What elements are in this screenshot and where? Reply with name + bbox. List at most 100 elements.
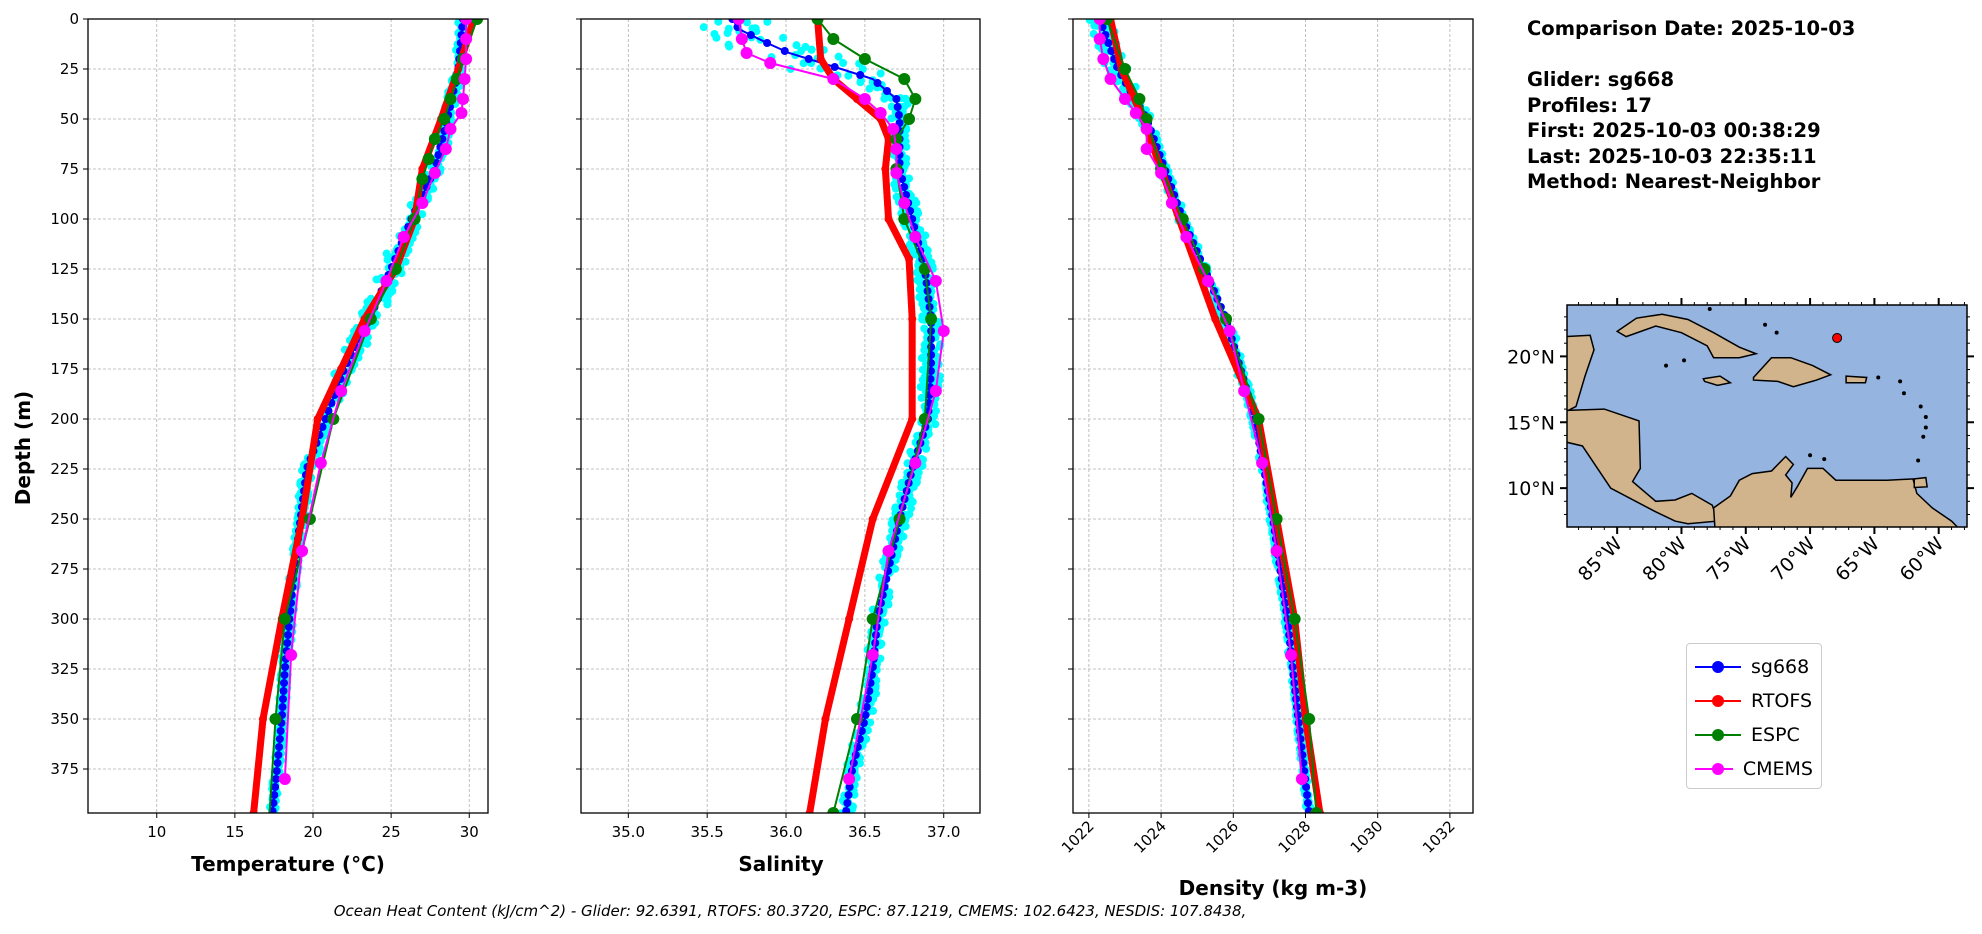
glider-profile-point: [839, 58, 848, 67]
legend-label: sg668: [1751, 656, 1810, 678]
cmems-point: [1118, 93, 1131, 105]
land-south-america: [1712, 455, 1959, 527]
sg668-point: [276, 727, 285, 735]
espc-point: [1252, 413, 1265, 425]
island: [1923, 414, 1928, 419]
sg668-point: [892, 95, 901, 103]
sg668-point: [862, 703, 871, 711]
cmems-line: [1098, 19, 1303, 780]
x-tick-label: 35.5: [690, 823, 723, 841]
sg668-point: [281, 663, 290, 671]
cmems-point: [278, 773, 291, 785]
cmems-point: [890, 167, 903, 179]
land-central-america: [1567, 408, 1719, 525]
y-tick-label: 150: [50, 310, 79, 328]
x-tick-label: 1030: [1347, 817, 1387, 857]
island: [1808, 453, 1813, 458]
cmems-point: [444, 123, 457, 135]
sg668-point: [324, 407, 333, 415]
legend-item-rtofs: RTOFS: [1695, 684, 1813, 718]
espc-point: [263, 813, 275, 825]
lon-tick-label: 75°W: [1703, 533, 1756, 586]
cmems-point: [1093, 33, 1106, 45]
lat-tick-label: 15°N: [1507, 412, 1555, 434]
cmems-point: [358, 325, 371, 337]
rtofs-point: [884, 215, 893, 223]
sg668-point: [861, 711, 870, 719]
glider-profile-point: [763, 19, 772, 26]
cmems-point: [1140, 123, 1153, 135]
glider-profile-point: [902, 159, 911, 168]
espc-point: [909, 93, 922, 105]
sg668-point: [893, 103, 902, 111]
sg668-point: [275, 735, 284, 743]
cmems-point: [335, 385, 348, 397]
sg668-point: [274, 751, 283, 759]
cmems-point: [1285, 649, 1298, 661]
rtofs-point: [1211, 315, 1220, 323]
land-yucatan: [1567, 334, 1595, 412]
land-hispaniola: [1752, 356, 1833, 388]
cmems-point: [827, 73, 840, 85]
glider-profile-point: [923, 246, 932, 255]
lon-tick-label: 60°W: [1896, 533, 1949, 586]
cmems-point: [874, 107, 887, 119]
x-tick-label: 1022: [1058, 817, 1098, 857]
first-time: First: 2025-10-03 00:38:29: [1527, 119, 1821, 142]
rtofs-point: [816, 55, 825, 63]
rtofs-point: [908, 315, 917, 323]
glider-profile-point: [906, 447, 915, 456]
espc-point: [1118, 63, 1131, 75]
glider-profile-point: [712, 33, 721, 42]
depth-axis-label: Depth (m): [11, 390, 35, 506]
espc-point: [866, 613, 879, 625]
cmems-point: [929, 385, 942, 397]
sg668-point: [271, 775, 280, 783]
y-tick-label: 125: [50, 260, 79, 278]
espc-point: [898, 213, 911, 225]
cmems-point: [732, 19, 745, 25]
sg668-point: [902, 191, 911, 199]
espc-point: [1288, 613, 1301, 625]
rtofs-point: [298, 515, 307, 523]
glider-profile-point: [797, 47, 806, 56]
cmems-point: [1140, 143, 1153, 155]
glider-profile-point: [865, 84, 874, 93]
glider-profile-point: [714, 19, 723, 26]
rtofs-point: [249, 809, 258, 813]
legend-swatch: [1695, 762, 1733, 776]
info-block: Comparison Date: 2025-10-03 Glider: sg66…: [1527, 16, 1855, 195]
legend-item-espc: ESPC: [1695, 718, 1813, 752]
rtofs-point: [259, 715, 267, 723]
espc-point: [827, 807, 840, 813]
y-tick-label: 100: [50, 210, 79, 228]
glider-profile-point: [868, 706, 877, 715]
sg668-point: [434, 151, 443, 159]
sg668-point: [270, 791, 279, 799]
rtofs-line: [1107, 19, 1324, 813]
method: Method: Nearest-Neighbor: [1527, 170, 1821, 193]
glider-profile-point: [834, 52, 843, 61]
legend-swatch: [1695, 728, 1741, 742]
sg668-point: [927, 335, 936, 343]
glider-profile-point: [383, 255, 392, 264]
cmems-point: [457, 93, 469, 105]
cmems-point: [1129, 107, 1142, 119]
rtofs-point: [845, 615, 854, 623]
island: [1682, 358, 1687, 363]
cmems-point: [740, 47, 753, 59]
cmems-point: [937, 325, 950, 337]
cmems-point: [439, 143, 452, 155]
island: [1916, 458, 1921, 463]
glider-profile-point: [383, 298, 392, 307]
y-tick-label: 0: [69, 10, 79, 28]
land-puerto-rico: [1845, 375, 1868, 384]
lon-tick-label: 85°W: [1574, 533, 1627, 586]
y-tick-label: 50: [60, 110, 79, 128]
espc-point: [1303, 713, 1316, 725]
sg668-point: [864, 695, 873, 703]
plot-area: [1085, 19, 1324, 813]
glider-profile-point: [921, 443, 930, 452]
espc-point: [438, 113, 451, 125]
sg668-point: [804, 55, 813, 63]
